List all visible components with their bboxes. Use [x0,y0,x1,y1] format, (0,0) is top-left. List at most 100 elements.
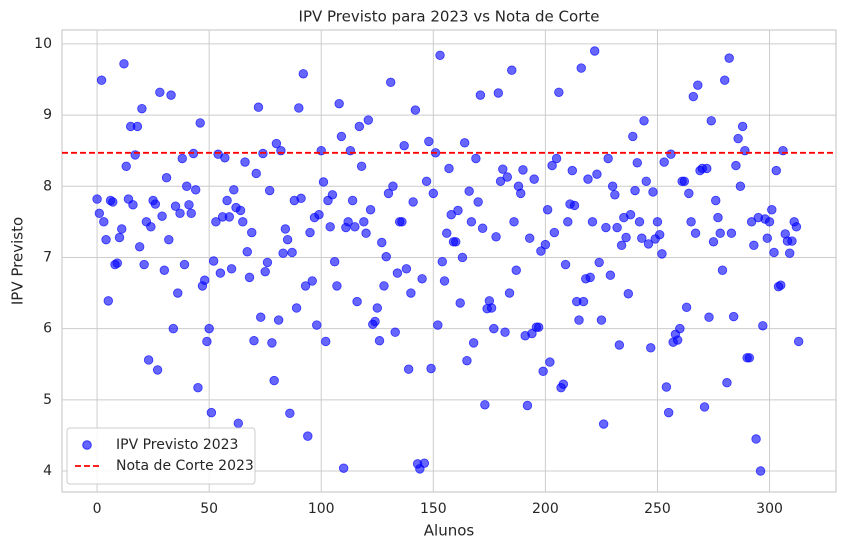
scatter-point [648,187,658,197]
scatter-point [623,289,634,299]
x-tick-label: 150 [420,501,447,517]
scatter-point [291,303,302,313]
scatter-point [706,116,716,126]
scatter-point [536,246,546,256]
scatter-point [791,222,802,232]
scatter-point [787,236,797,246]
scatter-point [249,336,259,346]
scatter-point [298,69,309,79]
scatter-point [681,302,692,312]
scatter-point [161,173,172,183]
scatter-point [632,158,642,168]
scatter-point [314,210,324,220]
x-tick-label: 300 [756,501,783,517]
scatter-point [146,222,156,232]
scatter-point [639,116,649,126]
scatter-point [361,228,371,238]
scatter-point [191,185,201,195]
scatter-point [332,281,342,291]
scatter-point [103,296,113,306]
scatter-point [152,365,163,375]
scatter-point [464,186,474,196]
scatter-point [569,200,580,211]
scatter-point [769,247,779,258]
scatter-point [388,181,398,191]
scatter-point [785,248,795,258]
scatter-point [453,205,463,216]
scatter-point [688,91,699,102]
scatter-point [610,190,620,200]
scatter-point [545,357,555,367]
x-tick-label: 200 [532,501,559,517]
scatter-point [267,338,277,348]
y-tick-label: 6 [43,321,52,337]
plot-frame [61,29,837,493]
scatter-point [186,208,196,219]
scatter-point [372,303,382,313]
scatter-point [247,227,257,238]
scatter-point [699,402,710,412]
scatter-point [359,217,369,227]
scatter-point [767,205,777,215]
scatter-point [596,315,607,325]
scatter-point [222,195,232,206]
scatter-point [215,268,226,278]
scatter-point [433,320,443,330]
scatter-point [451,237,461,247]
scatter-point [587,217,598,227]
scatter-point [726,228,737,238]
y-tick-label: 5 [43,392,52,408]
scatter-point [334,98,344,109]
chart-title: IPV Previsto para 2023 vs Nota de Corte [299,8,600,26]
y-tick-label: 10 [34,36,52,52]
scatter-point [370,316,380,327]
scatter-point [672,335,683,345]
scatter-point [184,200,194,210]
scatter-point [166,90,176,100]
scatter-point [495,176,506,186]
scatter-point [793,336,804,347]
scatter-point [693,80,703,90]
scatter-point [327,190,338,200]
scatter-point [303,431,313,441]
scatter-point [661,382,672,392]
scatter-point [625,210,636,220]
scatter-point [273,315,284,325]
scatter-point [574,315,584,325]
scatter-point [253,102,264,112]
scatter-point [179,259,190,270]
scatter-point [502,172,512,182]
scatter-point [594,257,604,268]
scatter-point [177,153,187,164]
scatter-point [128,200,138,210]
scatter-point [776,280,786,290]
scatter-point [428,188,439,199]
scatter-point [278,248,288,258]
scatter-point [92,194,102,204]
y-tick-label: 7 [43,249,52,265]
scatter-point [444,163,454,174]
scatter-point [204,323,214,334]
x-axis-label: Alunos [424,522,475,540]
scatter-point [410,105,421,115]
x-tick-label: 250 [644,501,671,517]
scatter-point [762,233,772,243]
scatter-point [720,75,730,85]
scatter-point [724,53,734,63]
scatter-point [421,176,432,186]
scatter-point [377,237,387,248]
scatter-point [403,364,414,374]
scatter-point [233,418,243,429]
scatter-point [99,217,109,227]
scatter-point [589,46,600,56]
scatter-point [325,222,335,232]
legend-label: Nota de Corte 2023 [116,458,254,474]
scatter-point [473,197,483,207]
scatter-point [480,400,490,410]
scatter-point [262,257,273,268]
x-tick-label: 0 [93,501,102,517]
scatter-point [704,312,714,322]
scatter-point [533,322,544,332]
scatter-point [657,249,667,259]
